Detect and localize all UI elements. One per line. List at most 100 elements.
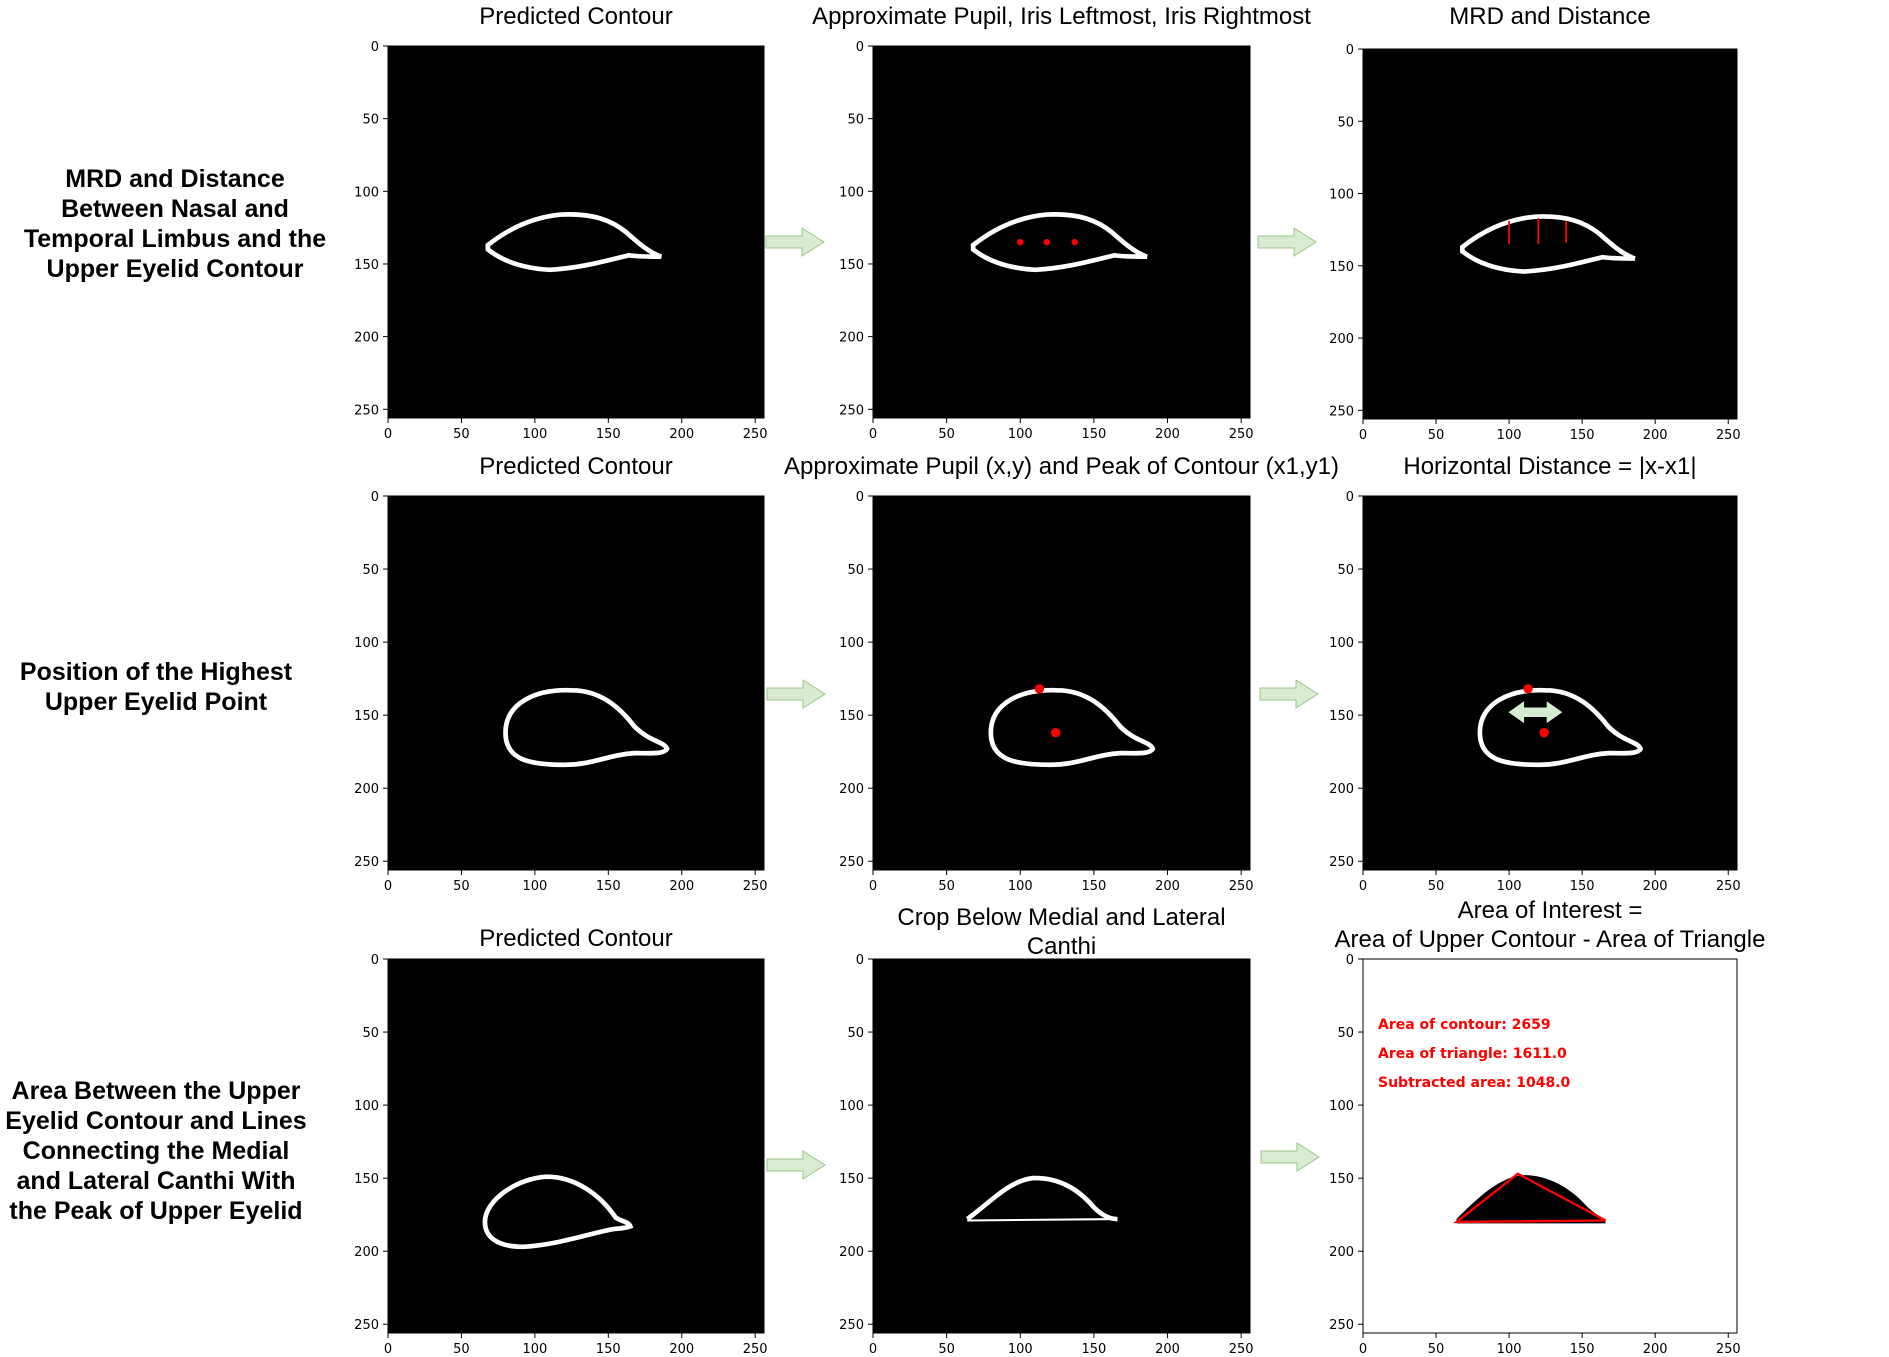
y-tick-label: 0 (1346, 953, 1354, 968)
image-area (1362, 495, 1738, 871)
x-tick-label: 100 (1008, 427, 1033, 442)
y-tick-label: 0 (856, 953, 864, 968)
x-tick-label: 200 (669, 427, 694, 442)
right-arrow-icon (765, 227, 825, 257)
y-tick-label: 150 (354, 1172, 379, 1187)
image-content (503, 687, 670, 768)
image-content (970, 212, 1148, 273)
y-tick-label: 50 (1337, 563, 1354, 578)
x-tick-label: 150 (1081, 879, 1106, 894)
area-annotation: Area of contour: 2659 (1378, 1017, 1551, 1033)
y-tick-label: 0 (856, 40, 864, 55)
x-tick-label: 150 (596, 427, 621, 442)
y-tick-label: 0 (1346, 43, 1354, 58)
x-tick-label: 150 (1570, 428, 1595, 443)
y-tick-label: 150 (1329, 709, 1354, 724)
x-tick-label: 150 (1570, 1342, 1595, 1357)
x-tick-label: 250 (1229, 427, 1254, 442)
y-tick-label: 100 (839, 1099, 864, 1114)
y-tick-label: 100 (354, 1099, 379, 1114)
x-tick-label: 100 (1008, 879, 1033, 894)
x-tick-label: 150 (1081, 1342, 1106, 1357)
x-tick-label: 0 (869, 879, 877, 894)
x-tick-label: 100 (522, 427, 547, 442)
axes: 0 50 100 150 200 250 0 50 100 150 200 250 (354, 490, 767, 894)
y-tick-label: 100 (1329, 636, 1354, 651)
x-tick-label: 200 (1643, 879, 1668, 894)
image-area (872, 45, 1251, 419)
y-tick-label: 100 (839, 185, 864, 200)
image-content (988, 684, 1156, 768)
canthi-line (967, 1218, 1118, 1222)
y-tick-label: 250 (839, 1318, 864, 1333)
axes: 0 50 100 150 200 250 0 50 100 150 200 250 (839, 40, 1253, 442)
x-tick-label: 150 (1081, 427, 1106, 442)
x-tick-label: 50 (938, 1342, 955, 1357)
iris-leftmost-marker (1043, 238, 1051, 246)
y-tick-label: 50 (1337, 1026, 1354, 1041)
contour-peak-marker (1523, 684, 1533, 694)
y-tick-label: 200 (1329, 332, 1354, 347)
x-tick-label: 100 (1008, 1342, 1033, 1357)
y-tick-label: 200 (354, 782, 379, 797)
row-label-area: Area Between the Upper Eyelid Contour an… (5, 1077, 307, 1225)
panel-title-line: Area of Interest = (1458, 897, 1643, 924)
x-tick-label: 250 (1229, 879, 1254, 894)
x-tick-label: 50 (453, 427, 470, 442)
eyelid-contour (482, 1174, 634, 1250)
double-headed-arrow-icon (1508, 701, 1563, 724)
panel-r3-c2: 0 50 100 150 200 250 0 50 100 150 200 250 Crop Below… (839, 904, 1253, 1357)
x-tick-label: 0 (1359, 1342, 1367, 1357)
x-tick-label: 150 (596, 1342, 621, 1357)
y-tick-label: 250 (1329, 1318, 1354, 1333)
y-tick-label: 50 (847, 563, 864, 578)
eyelid-contour (503, 687, 670, 768)
triangle-outline (1453, 1172, 1607, 1224)
image-area (387, 45, 765, 419)
panel-title-line: Canthi (1027, 933, 1096, 960)
x-tick-label: 200 (1643, 1342, 1668, 1357)
eyelid-contour (988, 687, 1156, 768)
panel-title: MRD and Distance (1449, 3, 1650, 30)
x-tick-label: 100 (1497, 428, 1522, 443)
iris-rightmost-marker (1071, 238, 1078, 246)
x-tick-label: 50 (1428, 1342, 1445, 1357)
y-tick-label: 150 (354, 258, 379, 273)
x-tick-label: 0 (1359, 428, 1367, 443)
image-content (1477, 684, 1644, 768)
panel-title: Predicted Contour (479, 3, 672, 30)
area-annotation: Subtracted area: 1048.0 (1378, 1075, 1571, 1091)
eyelid-contour (970, 212, 1148, 273)
x-tick-label: 200 (1155, 427, 1180, 442)
y-tick-label: 0 (1346, 490, 1354, 505)
panel-title-line: Crop Below Medial and Lateral (897, 904, 1225, 931)
eyelid-contour (485, 212, 663, 273)
y-tick-label: 100 (354, 185, 379, 200)
right-arrow-icon (766, 679, 826, 709)
x-tick-label: 200 (1643, 428, 1668, 443)
x-tick-label: 0 (1359, 879, 1367, 894)
y-tick-label: 150 (1329, 260, 1354, 275)
panel-r2-c1: 0 50 100 150 200 250 0 50 100 150 200 250 Predicted … (354, 453, 767, 894)
y-tick-label: 50 (847, 113, 864, 128)
x-tick-label: 250 (1229, 1342, 1254, 1357)
x-tick-label: 0 (384, 879, 392, 894)
y-tick-label: 0 (371, 490, 379, 505)
y-tick-label: 0 (856, 490, 864, 505)
y-tick-label: 0 (371, 953, 379, 968)
axes: 0 50 100 150 200 250 0 50 100 150 200 250 (354, 953, 767, 1357)
x-tick-label: 200 (1155, 879, 1180, 894)
x-tick-label: 150 (596, 879, 621, 894)
y-tick-label: 150 (1329, 1172, 1354, 1187)
y-tick-label: 250 (354, 855, 379, 870)
image-content (965, 1175, 1118, 1222)
panel-title: Horizontal Distance = |x-x1| (1403, 453, 1696, 480)
y-tick-label: 150 (839, 258, 864, 273)
panel-r3-c1: 0 50 100 150 200 250 0 50 100 150 200 250 Predicted … (354, 925, 767, 1357)
y-tick-label: 200 (839, 782, 864, 797)
y-tick-label: 250 (1329, 855, 1354, 870)
x-tick-label: 50 (938, 879, 955, 894)
y-tick-label: 100 (1329, 1099, 1354, 1114)
image-content (1453, 1172, 1607, 1224)
